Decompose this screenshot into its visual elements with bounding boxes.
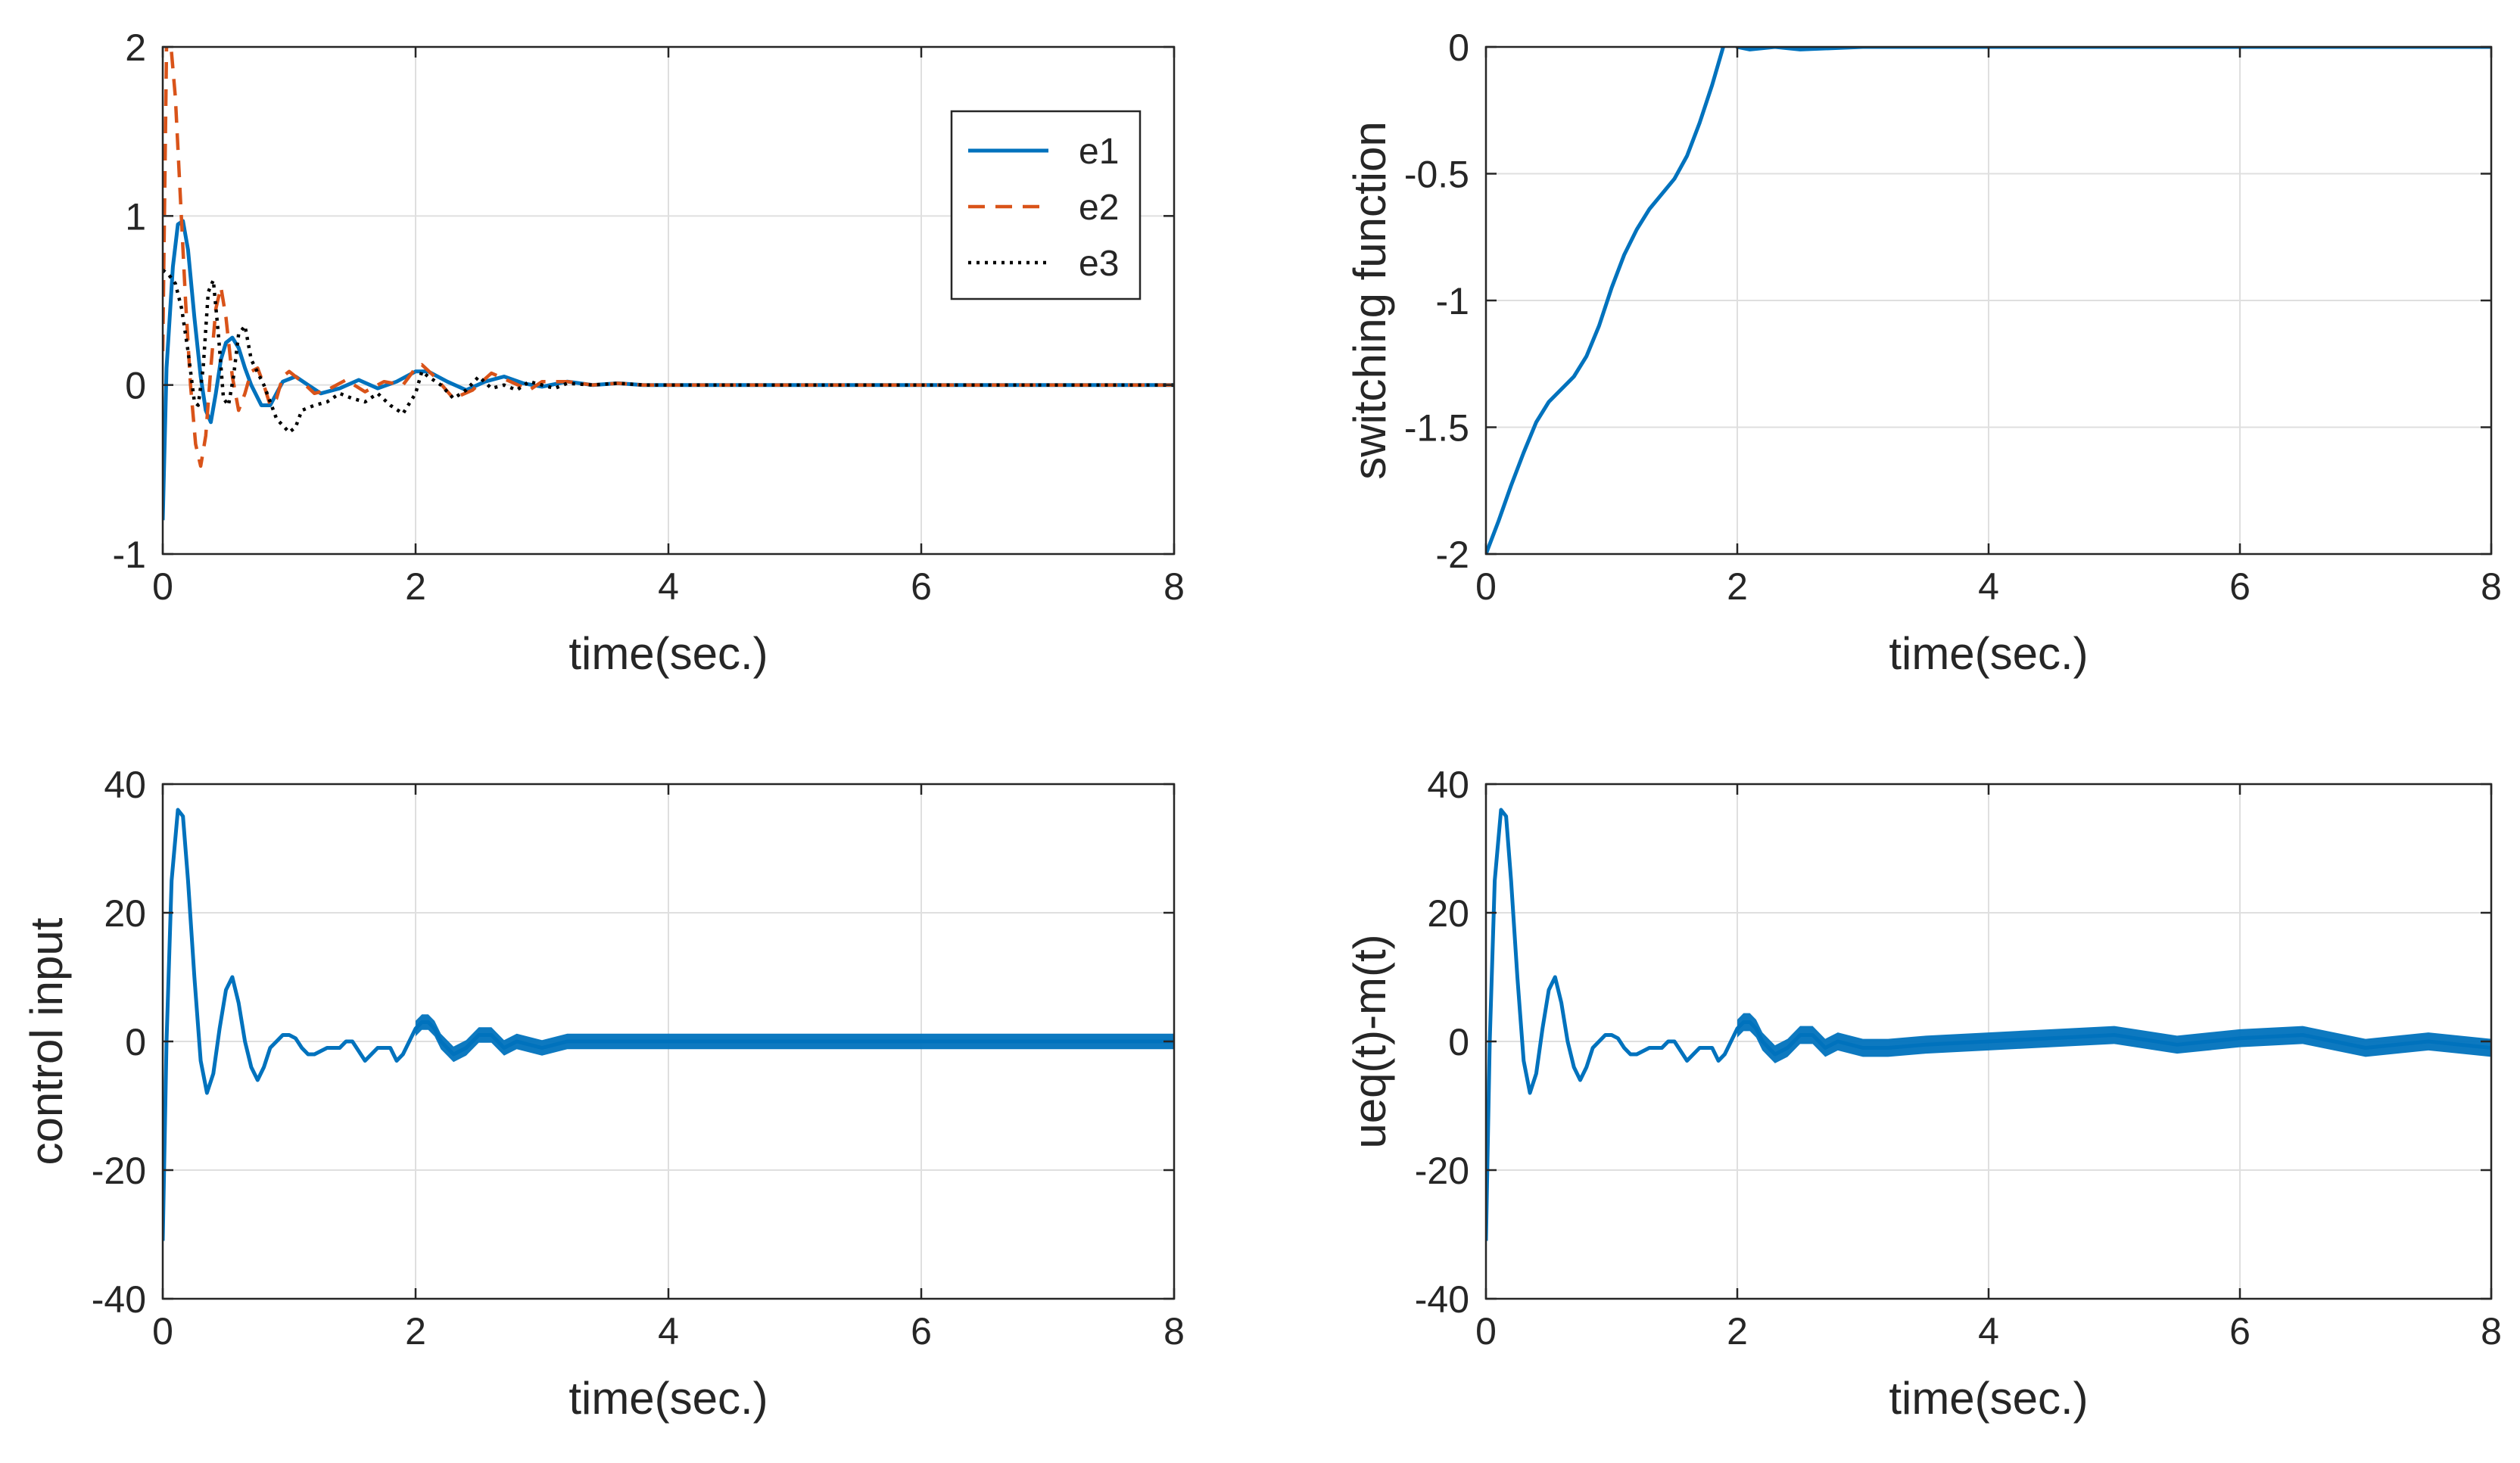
y-tick-label: 40 [104, 764, 146, 806]
series-group [1486, 47, 2491, 554]
subplot-3: 0 2 4 6 8 -40 -20 0 20 40 time(sec.) control input [21, 764, 1185, 1424]
y-tick-label: -1 [1436, 280, 1469, 322]
x-tick-label: 4 [1978, 565, 1999, 608]
x-tick-label: 4 [1978, 1310, 1999, 1352]
x-axis-label: time(sec.) [1889, 1373, 2088, 1424]
x-tick-label: 2 [405, 1310, 426, 1352]
y-tick-label: -1.5 [1404, 407, 1469, 450]
x-tick-label: 8 [2481, 1310, 2502, 1352]
series-line-ueq-m [1486, 808, 2491, 1241]
x-tick-label: 0 [152, 565, 173, 608]
subplot-4: 0 2 4 6 8 -40 -20 0 20 40 time(sec.) ueq(t)-m(t) [1344, 764, 2502, 1424]
x-axis-label: time(sec.) [568, 628, 768, 679]
series-line-s [1486, 47, 2491, 554]
y-tick-label: 40 [1427, 764, 1469, 806]
x-tick-label: 2 [1727, 565, 1748, 608]
series-line-u [163, 808, 1174, 1241]
x-tick-label: 6 [2229, 565, 2251, 608]
x-tick-label: 8 [1163, 1310, 1185, 1352]
y-tick-label: 0 [1448, 26, 1469, 69]
y-tick-label: -2 [1436, 534, 1469, 576]
x-tick-label: 2 [1727, 1310, 1748, 1352]
series-line-e3 [163, 269, 1174, 434]
y-tick-label: -20 [92, 1150, 146, 1192]
x-tick-label: 4 [658, 1310, 679, 1352]
x-tick-label: 6 [2229, 1310, 2251, 1352]
x-tick-label: 6 [911, 1310, 932, 1352]
series-group [163, 47, 1174, 521]
y-tick-label: -0.5 [1404, 154, 1469, 196]
x-tick-label: 0 [1475, 1310, 1497, 1352]
y-tick-label: 20 [1427, 892, 1469, 935]
y-axis-label: switching function [1344, 121, 1395, 480]
legend-label-e3: e3 [1079, 244, 1119, 284]
series-group [163, 808, 1174, 1241]
x-tick-label: 8 [1163, 565, 1185, 608]
y-tick-label: -20 [1415, 1150, 1469, 1192]
x-tick-label: 0 [152, 1310, 173, 1352]
y-axis-label: control input [21, 917, 72, 1165]
legend-label-e2: e2 [1079, 188, 1119, 228]
chattering-band [416, 1014, 1174, 1063]
y-tick-label: -40 [1415, 1278, 1469, 1321]
series-line-e2 [163, 47, 1174, 468]
chattering-band [1737, 1013, 2491, 1063]
x-tick-label: 2 [405, 565, 426, 608]
x-tick-label: 0 [1475, 565, 1497, 608]
y-tick-label: 1 [125, 195, 146, 238]
x-tick-label: 4 [658, 565, 679, 608]
y-tick-label: 2 [125, 26, 146, 69]
x-axis-label: time(sec.) [1889, 628, 2088, 679]
y-tick-label: 0 [125, 1021, 146, 1063]
y-tick-label: -40 [92, 1278, 146, 1321]
x-tick-label: 8 [2481, 565, 2502, 608]
y-tick-label: -1 [113, 534, 146, 576]
y-tick-label: 0 [125, 365, 146, 407]
subplot-2: 0 2 4 6 8 -2 -1.5 -1 -0.5 0 time(sec.) switching fu… [1344, 26, 2502, 679]
series-group [1486, 808, 2491, 1241]
y-axis-label: ueq(t)-m(t) [1344, 934, 1395, 1148]
legend-label-e1: e1 [1079, 132, 1119, 172]
y-tick-label: 0 [1448, 1021, 1469, 1063]
x-axis-label: time(sec.) [568, 1373, 768, 1424]
y-tick-label: 20 [104, 892, 146, 935]
x-tick-label: 6 [911, 565, 932, 608]
legend: e1 e2 e3 [950, 110, 1142, 300]
